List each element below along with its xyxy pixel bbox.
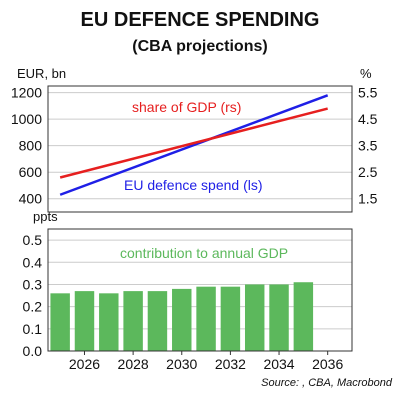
contribution-bar bbox=[50, 293, 70, 351]
top-panel-frame bbox=[47, 85, 353, 213]
annotation-eu-defence-spend: EU defence spend (ls) bbox=[124, 177, 263, 193]
bottom-y-tick-label: 0.4 bbox=[23, 254, 43, 270]
bottom-y-tick-label: 0.0 bbox=[23, 343, 43, 359]
spend-and-share-lines bbox=[59, 94, 329, 196]
eu-defence-spend-line bbox=[59, 94, 329, 196]
bottom-y-tick-label: 0.1 bbox=[23, 321, 43, 337]
chart-subtitle: (CBA projections) bbox=[132, 38, 267, 55]
chart-title: EU DEFENCE SPENDING bbox=[81, 9, 320, 31]
top-left-tick-label: 1200 bbox=[11, 85, 42, 101]
top-left-tick-label: 1000 bbox=[11, 111, 42, 127]
contribution-bar bbox=[196, 286, 216, 351]
x-tick-label: 2028 bbox=[118, 356, 149, 372]
bottom-panel-frame bbox=[47, 228, 353, 352]
top-right-tick-labels: 5.5 4.5 3.5 2.5 1.5 bbox=[358, 85, 378, 207]
top-left-axis-label: EUR, bn bbox=[17, 66, 66, 81]
top-left-tick-labels: 1200 1000 800 600 400 bbox=[11, 85, 42, 207]
contribution-bar bbox=[269, 284, 289, 351]
source-note: Source: , CBA, Macrobond bbox=[261, 377, 393, 389]
top-left-tick-label: 400 bbox=[19, 191, 43, 207]
x-tick-label: 2032 bbox=[215, 356, 246, 372]
top-left-tick-label: 600 bbox=[19, 164, 43, 180]
contribution-bar bbox=[74, 291, 95, 351]
top-left-tick-label: 800 bbox=[19, 138, 43, 154]
contribution-bar bbox=[123, 291, 143, 351]
x-tick-label: 2034 bbox=[263, 356, 294, 372]
x-tick-label: 2030 bbox=[166, 356, 197, 372]
annotation-contribution: contribution to annual GDP bbox=[120, 245, 288, 261]
contribution-bar bbox=[293, 282, 314, 351]
contribution-bars bbox=[50, 282, 314, 351]
top-right-tick-label: 2.5 bbox=[358, 164, 378, 180]
top-right-tick-label: 3.5 bbox=[358, 138, 378, 154]
x-axis-tick-labels: 2026 2028 2030 2032 2034 2036 bbox=[69, 351, 343, 372]
annotation-share-of-gdp: share of GDP (rs) bbox=[132, 99, 241, 115]
bottom-y-tick-label: 0.3 bbox=[23, 276, 43, 292]
contribution-bar bbox=[220, 286, 241, 351]
bottom-axis-label: ppts bbox=[33, 209, 58, 224]
x-tick-label: 2036 bbox=[312, 356, 343, 372]
bottom-y-tick-labels: 0.5 0.4 0.3 0.2 0.1 0.0 bbox=[23, 232, 43, 359]
top-panel-gridlines bbox=[48, 92, 352, 200]
contribution-bar bbox=[172, 288, 192, 351]
top-right-tick-label: 1.5 bbox=[358, 191, 378, 207]
bottom-y-tick-label: 0.2 bbox=[23, 299, 43, 315]
top-right-tick-label: 5.5 bbox=[358, 85, 378, 101]
x-tick-label: 2026 bbox=[69, 356, 100, 372]
top-right-tick-label: 4.5 bbox=[358, 111, 378, 127]
contribution-bar bbox=[147, 291, 168, 351]
contribution-bar bbox=[244, 284, 265, 351]
bottom-y-tick-label: 0.5 bbox=[23, 232, 43, 248]
top-right-axis-label: % bbox=[360, 66, 372, 81]
contribution-bar bbox=[99, 293, 119, 351]
share-of-gdp-line bbox=[59, 107, 328, 179]
